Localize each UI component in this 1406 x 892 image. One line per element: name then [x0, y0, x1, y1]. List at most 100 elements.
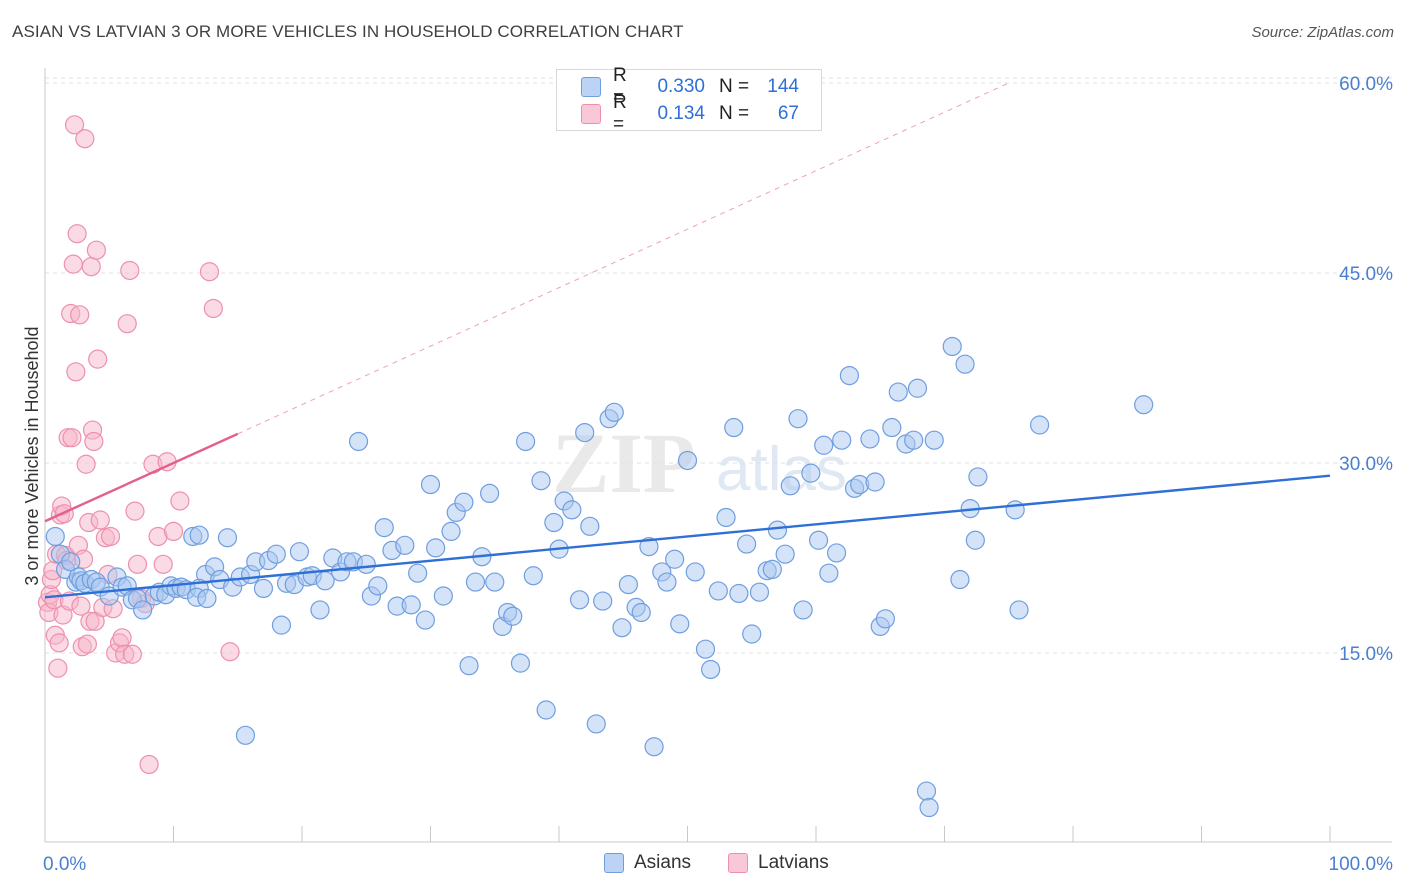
- asian-point: [189, 525, 209, 545]
- asian-point: [749, 582, 770, 602]
- asian-point: [266, 544, 286, 564]
- asian-point: [544, 512, 564, 533]
- latvian-trend-line: [44, 432, 239, 523]
- latvian-point: [117, 314, 137, 334]
- asian-point: [644, 737, 664, 757]
- asian-point: [839, 366, 860, 386]
- latvian-point: [139, 754, 159, 775]
- latvian-point: [75, 129, 95, 149]
- legend-n-label: N =: [719, 76, 750, 97]
- legend-r-label: R =: [613, 92, 627, 135]
- latvian-point: [100, 526, 121, 547]
- legend-r-value: 0.330: [657, 76, 705, 97]
- asian-point: [657, 572, 677, 592]
- asian-point: [1134, 395, 1154, 415]
- latvian-point: [122, 644, 142, 664]
- asian-point: [793, 600, 813, 620]
- asian-point: [562, 500, 582, 520]
- latvian-point: [66, 362, 86, 382]
- asian-point: [860, 429, 880, 449]
- asian-point: [197, 588, 217, 609]
- asian-point: [865, 472, 885, 492]
- asian-point: [420, 474, 441, 495]
- latvian-point: [67, 224, 87, 244]
- asian-point: [716, 507, 736, 528]
- asian-point: [907, 378, 928, 398]
- asian-point: [801, 463, 821, 483]
- latvian-point: [170, 491, 190, 511]
- asian-point: [919, 797, 939, 818]
- asian-point: [61, 552, 81, 572]
- asian-point: [677, 450, 698, 471]
- asian-point: [374, 517, 394, 538]
- asian-point: [217, 528, 238, 548]
- tick-labels: 15.0% 30.0% 45.0% 60.0% 0.0% 100.0%: [43, 74, 1393, 875]
- latvians-label: Latvians: [758, 852, 829, 873]
- asian-point: [415, 610, 435, 630]
- asian-points: [45, 336, 1154, 818]
- asian-point: [904, 430, 924, 450]
- asian-point: [133, 600, 153, 620]
- y-tick-label: 15.0%: [1339, 644, 1393, 665]
- latvian-point: [90, 510, 110, 530]
- chart-title: ASIAN VS LATVIAN 3 OR MORE VEHICLES IN H…: [12, 22, 684, 41]
- asian-point: [832, 430, 852, 450]
- latvian-point: [112, 628, 132, 648]
- asian-point: [612, 618, 632, 638]
- asian-point: [1029, 415, 1050, 435]
- asian-point: [737, 534, 757, 554]
- source-note: Source: ZipAtlas.com: [1251, 24, 1394, 41]
- asian-point: [882, 417, 902, 438]
- asian-point: [45, 526, 65, 547]
- asian-point: [695, 639, 716, 659]
- asian-point: [701, 659, 721, 680]
- asian-point: [459, 656, 479, 676]
- y-tick-label: 60.0%: [1339, 74, 1393, 95]
- asian-point: [618, 574, 638, 595]
- asian-point: [670, 614, 690, 634]
- latvian-trend-extension: [237, 82, 1009, 435]
- asian-point: [271, 615, 292, 635]
- asian-point: [356, 554, 376, 574]
- asian-point: [875, 609, 895, 629]
- latvian-point: [76, 454, 96, 474]
- asian-point: [708, 581, 728, 601]
- asians-swatch: [604, 853, 624, 873]
- asians-swatch: [581, 77, 601, 97]
- asian-point: [1009, 600, 1029, 620]
- asian-point: [368, 576, 388, 596]
- y-axis-label: 3 or more Vehicles in Household: [22, 326, 42, 585]
- asian-point: [814, 435, 834, 455]
- latvian-point: [88, 349, 108, 369]
- latvian-point: [70, 305, 90, 325]
- latvian-points: [37, 115, 240, 775]
- asian-point: [729, 583, 749, 604]
- latvians-swatch: [581, 104, 601, 124]
- asian-point: [401, 595, 421, 615]
- latvian-point: [77, 634, 98, 654]
- asian-point: [480, 483, 500, 503]
- legend-r-label: R =: [613, 65, 627, 108]
- y-tick-label: 45.0%: [1339, 264, 1393, 285]
- asian-point: [808, 530, 829, 550]
- asian-point: [310, 600, 330, 620]
- x-tick-label: 0.0%: [43, 854, 86, 875]
- asian-point: [950, 569, 970, 590]
- asian-point: [536, 700, 556, 720]
- latvian-point: [163, 521, 184, 542]
- asian-point: [441, 521, 461, 542]
- asian-point: [515, 431, 536, 452]
- legend-n-value: 67: [777, 103, 799, 124]
- latvians-swatch: [728, 853, 748, 873]
- asian-point: [916, 781, 937, 801]
- asian-point: [819, 563, 839, 583]
- asian-point: [665, 549, 685, 569]
- legend: R = 0.330 N = 144 R = 0.134 N = 67: [556, 65, 822, 135]
- asian-point: [408, 563, 428, 583]
- latvian-point: [125, 501, 145, 521]
- latvian-point: [153, 554, 173, 574]
- bottom-legend-asians: Asians: [604, 852, 691, 874]
- asian-point: [762, 559, 782, 580]
- asian-point: [575, 423, 595, 443]
- legend-r-value: 0.134: [657, 103, 705, 124]
